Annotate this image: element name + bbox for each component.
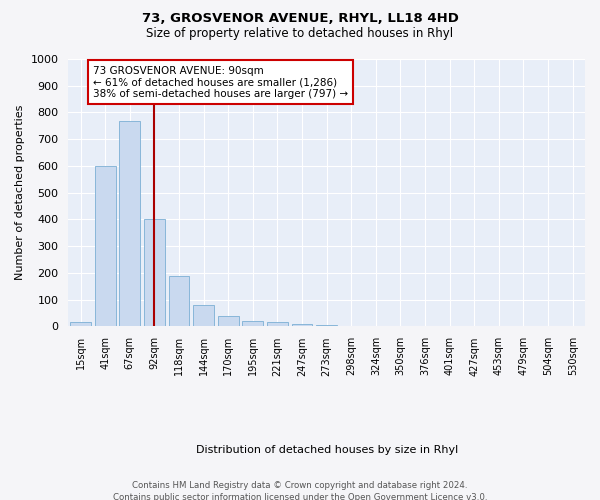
- Bar: [267, 322, 288, 326]
- Text: Contains public sector information licensed under the Open Government Licence v3: Contains public sector information licen…: [113, 492, 487, 500]
- Bar: [242, 321, 263, 326]
- Y-axis label: Number of detached properties: Number of detached properties: [15, 105, 25, 281]
- Text: Contains HM Land Registry data © Crown copyright and database right 2024.: Contains HM Land Registry data © Crown c…: [132, 481, 468, 490]
- Text: 73 GROSVENOR AVENUE: 90sqm
← 61% of detached houses are smaller (1,286)
38% of s: 73 GROSVENOR AVENUE: 90sqm ← 61% of deta…: [93, 66, 348, 99]
- Bar: [70, 322, 91, 326]
- X-axis label: Distribution of detached houses by size in Rhyl: Distribution of detached houses by size …: [196, 445, 458, 455]
- Bar: [95, 166, 116, 326]
- Bar: [144, 220, 165, 326]
- Bar: [316, 325, 337, 326]
- Bar: [292, 324, 313, 326]
- Bar: [169, 276, 190, 326]
- Text: Size of property relative to detached houses in Rhyl: Size of property relative to detached ho…: [146, 28, 454, 40]
- Bar: [193, 305, 214, 326]
- Bar: [218, 316, 239, 326]
- Text: 73, GROSVENOR AVENUE, RHYL, LL18 4HD: 73, GROSVENOR AVENUE, RHYL, LL18 4HD: [142, 12, 458, 26]
- Bar: [119, 120, 140, 326]
